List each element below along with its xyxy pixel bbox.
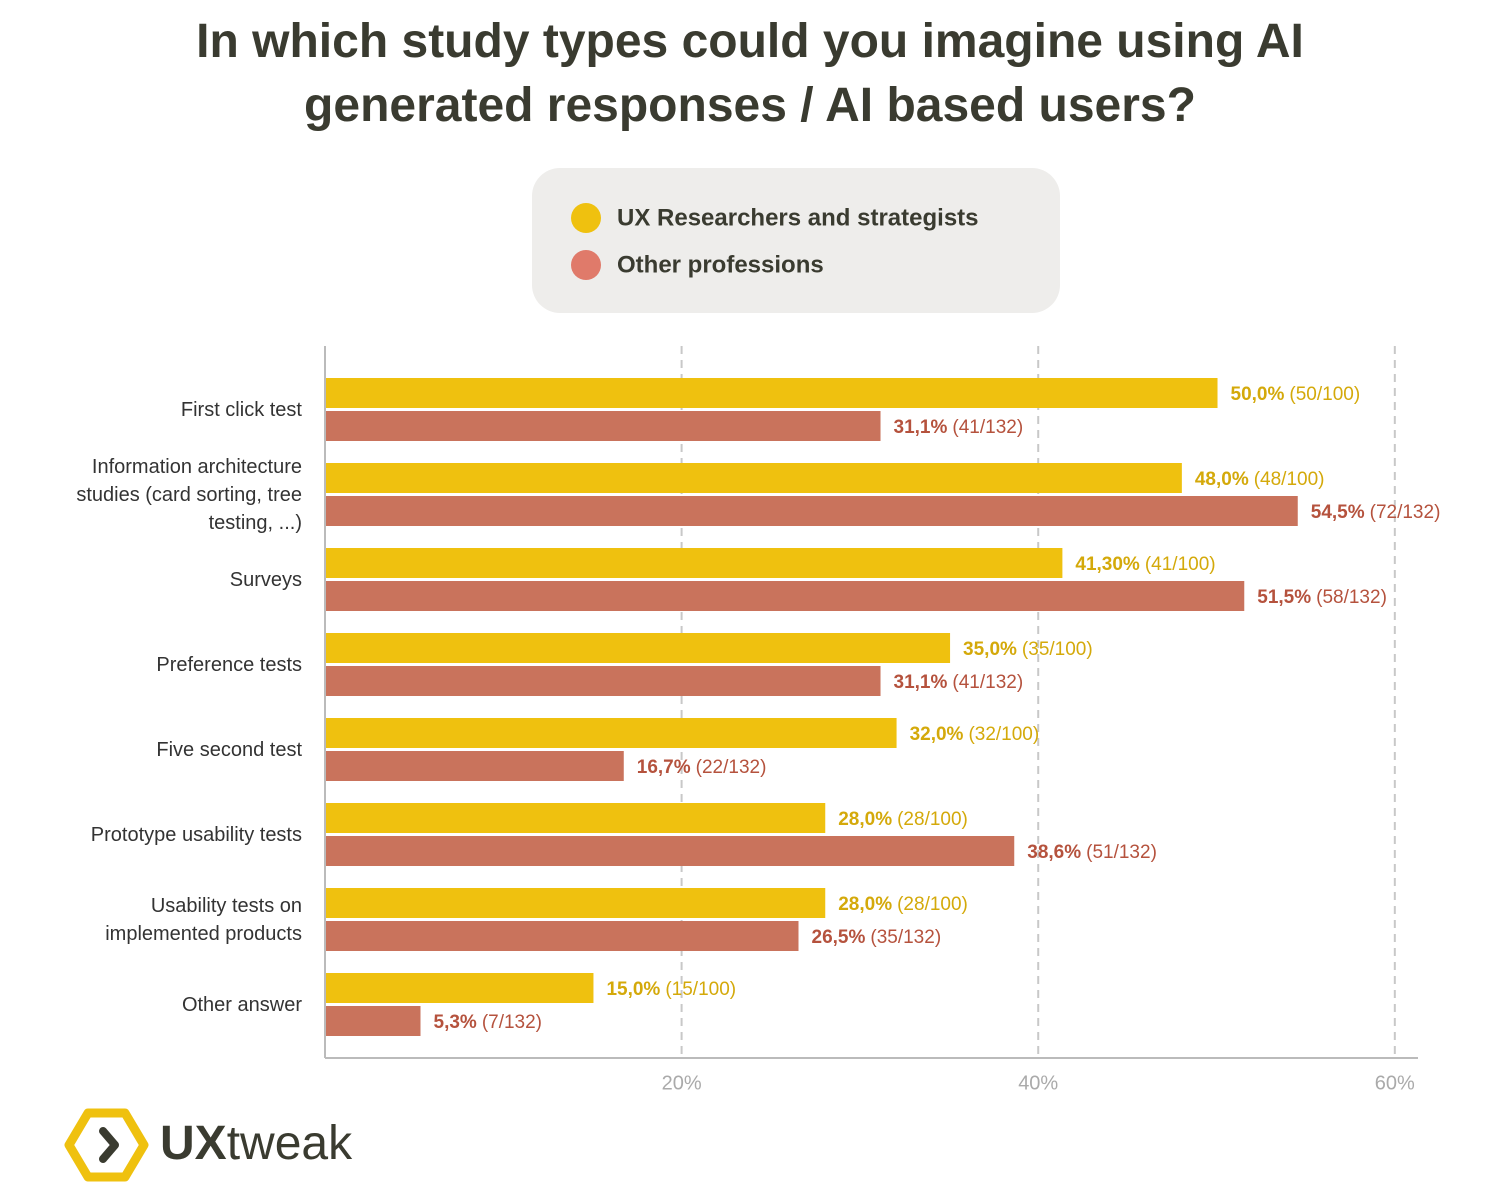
value-percent: 51,5% (1257, 587, 1311, 608)
value-count: (50/100) (1289, 384, 1360, 405)
bar (326, 836, 1015, 866)
value-label: 50,0% (50/100) (1231, 384, 1361, 405)
chart-title: In which study types could you imagine u… (196, 15, 1304, 132)
category-label: Usability tests on implemented products (105, 894, 302, 945)
logo-hexagon (64, 1108, 149, 1182)
value-count: (7/132) (482, 1012, 542, 1033)
category-label: Other answer (181, 993, 302, 1016)
value-count: (41/100) (1145, 554, 1216, 575)
value-percent: 26,5% (812, 927, 866, 948)
value-percent: 48,0% (1195, 469, 1249, 490)
value-count: (41/132) (952, 417, 1023, 438)
category-label: Information architecture studies (card s… (76, 455, 302, 534)
x-tick-label: 40% (1018, 1072, 1058, 1094)
bar (326, 581, 1245, 611)
category-label: Surveys (229, 568, 302, 591)
bar (326, 1006, 421, 1036)
value-count: (35/100) (1022, 639, 1093, 660)
bar (326, 378, 1218, 408)
legend-swatch (571, 250, 601, 280)
category-label: Prototype usability tests (90, 823, 302, 846)
bar (326, 496, 1298, 526)
value-count: (35/132) (870, 927, 941, 948)
bar (326, 803, 826, 833)
category-label: Preference tests (156, 653, 302, 676)
logo-bold: UX (160, 1117, 227, 1170)
value-label: 54,5% (72/132) (1311, 502, 1441, 523)
legend-label: UX Researchers and strategists (617, 204, 979, 231)
value-label: 5,3% (7/132) (434, 1012, 543, 1033)
value-label: 32,0% (32/100) (910, 724, 1040, 745)
value-label: 41,30% (41/100) (1075, 554, 1215, 575)
value-label: 15,0% (15/100) (606, 979, 736, 1000)
value-percent: 31,1% (894, 672, 948, 693)
value-percent: 31,1% (894, 417, 948, 438)
logo-chevron (99, 1127, 119, 1163)
x-tick-label: 20% (662, 1072, 702, 1094)
value-count: (48/100) (1254, 469, 1325, 490)
value-label: 48,0% (48/100) (1195, 469, 1325, 490)
value-count: (22/132) (696, 757, 767, 778)
value-count: (72/132) (1370, 502, 1441, 523)
value-count: (58/132) (1316, 587, 1387, 608)
value-count: (51/132) (1086, 842, 1157, 863)
value-percent: 16,7% (637, 757, 691, 778)
value-percent: 38,6% (1027, 842, 1081, 863)
value-percent: 50,0% (1231, 384, 1285, 405)
bar (326, 718, 897, 748)
value-label: 28,0% (28/100) (838, 809, 968, 830)
bar (326, 463, 1182, 493)
logo: UXtweak (64, 1108, 353, 1182)
value-count: (15/100) (665, 979, 736, 1000)
logo-text: UXtweak (160, 1117, 353, 1170)
value-percent: 35,0% (963, 639, 1017, 660)
value-percent: 32,0% (910, 724, 964, 745)
value-label: 26,5% (35/132) (812, 927, 942, 948)
x-tick-label: 60% (1375, 1072, 1415, 1094)
value-label: 38,6% (51/132) (1027, 842, 1157, 863)
value-percent: 28,0% (838, 894, 892, 915)
bar (326, 921, 799, 951)
category-label: Five second test (156, 738, 302, 761)
value-label: 51,5% (58/132) (1257, 587, 1387, 608)
bar (326, 411, 881, 441)
legend-swatch (571, 203, 601, 233)
value-count: (41/132) (952, 672, 1023, 693)
value-count: (28/100) (897, 809, 968, 830)
bar (326, 548, 1063, 578)
value-label: 35,0% (35/100) (963, 639, 1093, 660)
value-count: (28/100) (897, 894, 968, 915)
value-count: (32/100) (968, 724, 1039, 745)
bar (326, 888, 826, 918)
value-percent: 5,3% (434, 1012, 477, 1033)
bar (326, 666, 881, 696)
value-percent: 54,5% (1311, 502, 1365, 523)
value-label: 28,0% (28/100) (838, 894, 968, 915)
bar (326, 751, 624, 781)
value-label: 16,7% (22/132) (637, 757, 767, 778)
category-label: First click test (180, 398, 302, 421)
value-label: 31,1% (41/132) (894, 672, 1024, 693)
value-percent: 41,30% (1075, 554, 1140, 575)
legend-box (532, 168, 1060, 313)
value-label: 31,1% (41/132) (894, 417, 1024, 438)
legend-label: Other professions (617, 251, 824, 278)
value-percent: 15,0% (606, 979, 660, 1000)
bar (326, 633, 951, 663)
bar (326, 973, 594, 1003)
value-percent: 28,0% (838, 809, 892, 830)
logo-rest: tweak (227, 1117, 353, 1170)
